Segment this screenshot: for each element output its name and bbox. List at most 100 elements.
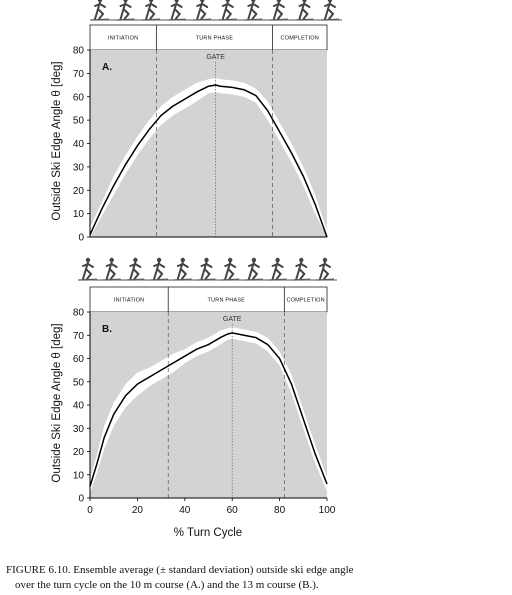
skier-head: [85, 257, 91, 263]
y-tick-label: 0: [78, 494, 84, 505]
skier-figure: [295, 0, 314, 21]
skier-body: [82, 261, 94, 280]
skier-figure: [116, 0, 135, 21]
skier-head: [299, 257, 304, 263]
y-tick-label: 30: [73, 162, 85, 173]
skier-figure: [244, 257, 263, 281]
skier-figure: [269, 0, 288, 21]
skier-body: [247, 261, 260, 280]
skier-head: [180, 257, 185, 263]
sd-band: [90, 327, 327, 494]
y-tick-label: 40: [73, 401, 85, 412]
skier-figure: [150, 257, 169, 281]
skier-body: [272, 1, 285, 20]
skier-head: [322, 257, 328, 263]
skier-head: [156, 257, 162, 263]
gate-label: GATE: [223, 316, 242, 323]
y-tick-label: 30: [73, 424, 85, 435]
x-tick-label: 20: [132, 505, 144, 516]
skier-figure: [244, 0, 263, 21]
ski: [268, 278, 287, 281]
ski: [218, 18, 237, 21]
skier-body: [324, 1, 336, 20]
ski: [126, 278, 145, 281]
skier-body: [105, 261, 118, 280]
ski: [193, 18, 212, 21]
figure: INITIATION TURN PHASE COMPLETION GATE A. 0 10 2…: [51, 0, 342, 539]
phase-label: COMPLETION: [281, 36, 319, 42]
skier-head: [204, 257, 209, 263]
skier-figure: [197, 257, 216, 281]
skier-body: [176, 261, 189, 280]
ski: [90, 18, 110, 21]
skier-head: [109, 257, 114, 263]
skier-head: [228, 257, 233, 263]
skier-figure: [167, 0, 186, 21]
panel-label: A.: [102, 62, 112, 73]
y-tick-label: 40: [73, 139, 85, 150]
y-tick-label: 20: [73, 447, 85, 458]
x-tick-label: 100: [319, 505, 336, 516]
skier-body: [153, 261, 166, 280]
x-tick-label: 60: [227, 505, 239, 516]
ski: [320, 18, 340, 21]
ski: [197, 278, 216, 281]
phase-label: INITIATION: [114, 298, 144, 304]
sd-band: [90, 78, 327, 237]
ski: [150, 278, 169, 281]
y-tick-label: 10: [73, 470, 85, 481]
ski: [173, 278, 192, 281]
ski: [292, 278, 311, 281]
phase-label: INITIATION: [108, 36, 138, 42]
y-tick-label: 60: [73, 354, 85, 365]
ski: [244, 278, 263, 281]
y-tick-label: 10: [73, 209, 85, 220]
skier-head: [275, 257, 280, 263]
panel-b: INITIATION TURN PHASE COMPLETION GATE B. 0 10 2…: [73, 286, 336, 516]
skier-strip-b: [78, 257, 337, 281]
skier-figure: [193, 0, 212, 21]
skier-body: [295, 261, 308, 280]
skier-body: [271, 261, 284, 280]
y-tick-label: 80: [73, 308, 85, 319]
gate-label: GATE: [206, 54, 225, 61]
panel-label: B.: [102, 324, 112, 335]
skier-figure: [320, 0, 340, 21]
y-tick-label: 70: [73, 69, 85, 80]
skier-figure: [78, 257, 98, 281]
x-tick-label: 80: [274, 505, 286, 516]
phase-header: [89, 24, 328, 51]
skier-body: [94, 1, 106, 20]
skier-body: [247, 1, 260, 20]
y-tick-label: 70: [73, 331, 85, 342]
skier-figure: [126, 257, 145, 281]
ski: [295, 18, 314, 21]
panel-a: INITIATION TURN PHASE COMPLETION GATE A. 0 10 2…: [73, 24, 328, 244]
skier-figure: [315, 257, 335, 281]
y-tick-label: 0: [78, 233, 84, 244]
skier-body: [221, 1, 234, 20]
ski: [102, 278, 121, 281]
phase-label: COMPLETION: [286, 298, 324, 304]
caption-line-1: FIGURE 6.10. Ensemble average (± standar…: [6, 564, 354, 576]
skier-head: [251, 257, 257, 263]
skier-body: [145, 1, 158, 20]
ski: [167, 18, 186, 21]
skier-figure: [90, 0, 110, 21]
ski: [116, 18, 135, 21]
phase-label: TURN PHASE: [208, 298, 246, 304]
x-axis-label: % Turn Cycle: [174, 527, 242, 539]
skier-body: [200, 261, 213, 280]
phase-label: TURN PHASE: [196, 36, 234, 42]
y-tick-label: 60: [73, 92, 85, 103]
y-tick-label: 50: [73, 377, 85, 388]
figure-caption: FIGURE 6.10. Ensemble average (± standar…: [6, 563, 506, 593]
skier-figure: [173, 257, 192, 281]
ski: [221, 278, 240, 281]
ski: [315, 278, 335, 281]
skier-head: [133, 257, 138, 263]
skier-strip-a: [90, 0, 342, 21]
skier-body: [319, 261, 331, 280]
caption-line-2: over the turn cycle on the 10 m course (…: [15, 579, 319, 591]
phase-header: [89, 286, 328, 313]
